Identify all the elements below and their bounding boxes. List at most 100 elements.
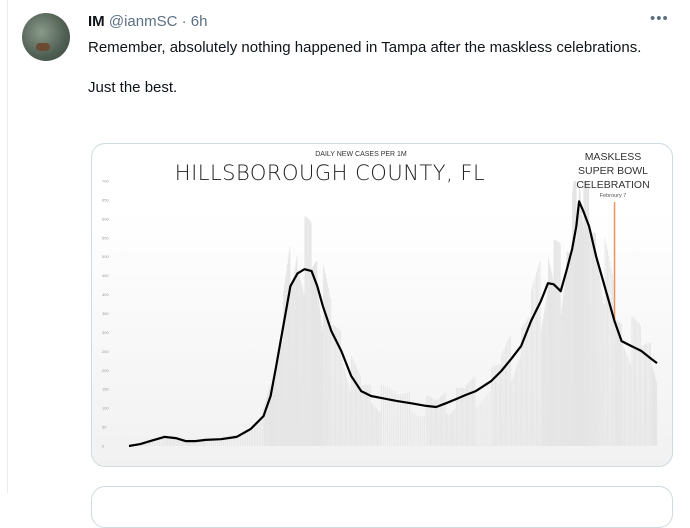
daily-bar xyxy=(306,217,307,446)
daily-bar xyxy=(607,250,608,446)
daily-bar xyxy=(314,263,315,446)
daily-bar xyxy=(475,376,476,446)
daily-bar xyxy=(280,348,281,446)
chart-title: HILLSBOROUGH COUNTY, FL xyxy=(175,161,485,185)
y-tick-label: 600 xyxy=(102,216,109,221)
daily-bar xyxy=(603,297,604,446)
daily-bar xyxy=(312,267,313,446)
daily-bar xyxy=(409,393,410,446)
daily-bar xyxy=(515,371,516,446)
daily-bar xyxy=(305,216,306,446)
daily-bar xyxy=(303,291,304,446)
daily-bar xyxy=(596,251,597,446)
daily-bar xyxy=(319,303,320,446)
daily-bar xyxy=(536,272,537,446)
daily-bar xyxy=(465,388,466,446)
daily-bar xyxy=(452,411,453,446)
daily-bar xyxy=(529,318,530,446)
daily-bar xyxy=(370,385,371,446)
daily-bar xyxy=(304,294,305,446)
more-horizontal-icon[interactable]: ••• xyxy=(650,10,669,27)
author-name[interactable]: IM xyxy=(88,13,105,30)
daily-bar xyxy=(418,416,419,446)
daily-bar xyxy=(549,265,550,446)
daily-bar xyxy=(281,345,282,446)
daily-bar xyxy=(616,320,617,446)
daily-bar xyxy=(517,363,518,446)
daily-bar xyxy=(284,284,285,446)
daily-bar xyxy=(430,397,431,446)
daily-bar xyxy=(289,252,290,446)
daily-bar xyxy=(297,257,298,446)
daily-bar xyxy=(278,354,279,446)
daily-bar xyxy=(309,220,310,446)
daily-bar xyxy=(451,413,452,446)
daily-bar xyxy=(531,289,532,446)
daily-bar xyxy=(615,320,616,446)
daily-bar xyxy=(323,265,324,446)
y-tick-label: 200 xyxy=(102,368,109,373)
daily-bar xyxy=(455,408,456,446)
daily-bar xyxy=(471,380,472,446)
daily-bar xyxy=(445,393,446,446)
daily-bar xyxy=(643,345,644,446)
daily-bar xyxy=(639,324,640,446)
daily-bar xyxy=(319,309,320,446)
daily-bar xyxy=(320,314,321,446)
daily-bar xyxy=(526,320,527,446)
daily-bar xyxy=(623,346,624,446)
daily-bar xyxy=(282,341,283,446)
daily-bar xyxy=(615,320,616,446)
daily-bar xyxy=(292,282,293,446)
author-handle[interactable]: @ianmSC xyxy=(109,13,178,30)
daily-bar xyxy=(240,436,241,446)
daily-bar xyxy=(273,381,274,446)
daily-bar xyxy=(552,274,553,446)
daily-bar xyxy=(447,414,448,446)
timestamp[interactable]: 6h xyxy=(191,13,208,30)
daily-bar xyxy=(535,277,536,446)
daily-bar xyxy=(203,441,204,446)
daily-bar xyxy=(589,236,590,446)
daily-bar xyxy=(599,274,600,446)
daily-bar xyxy=(300,280,301,446)
chart-subtitle: DAILY NEW CASES PER 1M xyxy=(315,151,407,158)
daily-bar xyxy=(371,403,372,446)
daily-bar xyxy=(245,432,246,446)
daily-bar xyxy=(271,396,272,446)
avatar[interactable] xyxy=(22,13,70,61)
daily-bar xyxy=(276,361,277,446)
daily-bar xyxy=(470,381,471,446)
daily-bar xyxy=(600,282,601,446)
daily-bar xyxy=(424,415,425,446)
daily-bar xyxy=(519,360,520,446)
daily-bar xyxy=(608,256,609,446)
daily-bar xyxy=(550,268,551,446)
daily-bar xyxy=(429,396,430,446)
daily-bar xyxy=(583,181,584,446)
daily-bar xyxy=(247,431,248,446)
daily-bar xyxy=(553,281,554,446)
daily-bar xyxy=(293,277,294,446)
daily-bar xyxy=(499,365,500,446)
daily-bar xyxy=(557,241,558,446)
daily-bar xyxy=(638,322,639,446)
daily-bar xyxy=(636,321,637,446)
daily-bar xyxy=(537,269,538,446)
daily-bar xyxy=(170,439,171,446)
daily-bar xyxy=(289,246,290,446)
daily-bar xyxy=(333,325,334,446)
daily-bar xyxy=(625,352,626,446)
daily-bar xyxy=(290,292,291,446)
daily-bar xyxy=(532,285,533,446)
daily-bar xyxy=(651,365,652,446)
daily-bar xyxy=(504,348,505,446)
daily-bar xyxy=(334,326,335,446)
daily-bar xyxy=(558,242,559,446)
daily-bar xyxy=(420,417,421,446)
daily-bar xyxy=(618,321,619,446)
daily-bar xyxy=(316,261,317,446)
daily-bar xyxy=(376,408,377,446)
daily-bar xyxy=(554,240,555,446)
